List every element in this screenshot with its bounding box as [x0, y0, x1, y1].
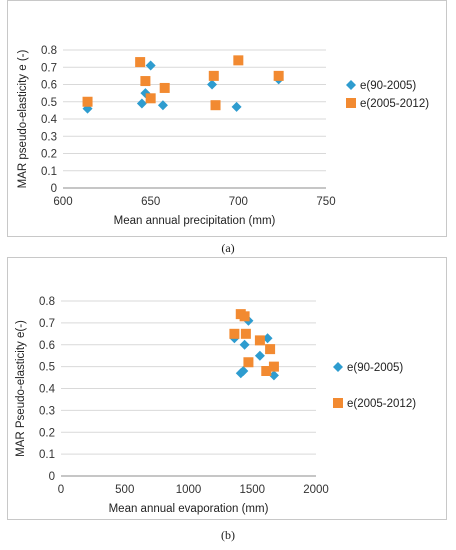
x-tick-label: 1500 [239, 484, 265, 496]
data-point-square [135, 57, 146, 68]
caption-a: (a) [221, 241, 235, 255]
data-point-square [243, 357, 254, 368]
y-tick-label: 0.5 [41, 97, 57, 109]
data-point-diamond [231, 101, 242, 112]
chart-b: 0 0.1 0.2 0.3 0.4 0.5 0.6 0.7 0.8 0 500 1000 1500 200… [15, 296, 416, 515]
data-point-square [140, 76, 151, 87]
chart-panel-b: 0 0.1 0.2 0.3 0.4 0.5 0.6 0.7 0.8 0 500 1000 1500 200… [7, 257, 447, 520]
data-point-diamond [239, 339, 250, 350]
legend-label: e(90-2005) [360, 80, 416, 92]
y-tick-label: 0.3 [41, 131, 57, 143]
y-tick-label: 0 [51, 183, 57, 195]
data-point-diamond [207, 79, 218, 90]
y-tick-label: 0.8 [41, 45, 57, 57]
y-tick-label: 0.1 [39, 449, 55, 461]
x-tick-label: 500 [115, 484, 134, 496]
legend-label: e(2005-2012) [347, 398, 416, 410]
legend-marker-square [333, 398, 343, 408]
y-tick-label: 0.6 [41, 80, 57, 92]
y-tick-label: 0.7 [41, 62, 57, 74]
x-tick-label: 1000 [176, 484, 202, 496]
x-tick-label: 650 [141, 196, 160, 208]
x-tick-label: 700 [229, 196, 248, 208]
data-point-square [159, 82, 170, 93]
y-tick-label: 0.7 [39, 318, 55, 330]
y-tick-label: 0.3 [39, 405, 55, 417]
y-tick-label: 0.8 [39, 296, 55, 308]
x-axis-title: Mean annual evaporation (mm) [109, 503, 269, 515]
y-tick-label: 0.1 [41, 166, 57, 178]
y-tick-label: 0.5 [39, 362, 55, 374]
x-tick-label: 2000 [303, 484, 329, 496]
x-tick-label: 0 [58, 484, 64, 496]
y-tick-label: 0.6 [39, 340, 55, 352]
data-point-diamond [145, 60, 156, 71]
data-point-square [210, 100, 221, 111]
data-point-square [261, 366, 272, 376]
x-axis-title: Mean annual precipitation (mm) [114, 215, 276, 227]
y-axis-title: MAR pseudo-elasticity e (-) [17, 49, 29, 188]
data-point-diamond [157, 100, 168, 111]
caption-b: (b) [221, 528, 235, 542]
y-tick-label: 0.2 [41, 149, 57, 161]
data-point-diamond [254, 350, 265, 361]
y-tick-label: 0 [49, 471, 55, 483]
data-point-diamond [136, 98, 147, 109]
data-point-square [268, 361, 279, 372]
data-point-square [145, 93, 156, 104]
data-point-diamond [268, 370, 279, 381]
data-point-diamond [262, 333, 273, 344]
data-point-square [239, 311, 250, 322]
data-point-square [254, 335, 265, 346]
y-tick-label: 0.4 [39, 384, 56, 396]
x-tick-label: 750 [316, 196, 335, 208]
chart-panel-a: 0 0.1 0.2 0.3 0.4 0.5 0.6 0.7 0.8 600 650 700 750 Mea… [7, 0, 447, 237]
y-axis-title: MAR Pseudo-elasticity e(-) [15, 320, 27, 457]
data-point-square [273, 70, 284, 81]
data-point-square [240, 328, 251, 339]
legend-marker-square [346, 98, 356, 108]
data-point-diamond [238, 366, 249, 376]
data-point-square [82, 96, 93, 107]
chart-a: 0 0.1 0.2 0.3 0.4 0.5 0.6 0.7 0.8 600 650 700 750 Mea… [17, 45, 429, 227]
legend-marker-diamond [346, 80, 356, 90]
data-point-square [233, 55, 244, 66]
data-point-square [208, 70, 219, 81]
x-tick-label: 600 [53, 196, 72, 208]
data-point-square [229, 328, 240, 339]
legend-label: e(2005-2012) [360, 98, 429, 110]
data-point-square [265, 344, 276, 355]
y-tick-label: 0.4 [41, 114, 58, 126]
y-tick-label: 0.2 [39, 427, 55, 439]
legend-marker-diamond [333, 362, 343, 372]
legend-label: e(90-2005) [347, 362, 403, 374]
